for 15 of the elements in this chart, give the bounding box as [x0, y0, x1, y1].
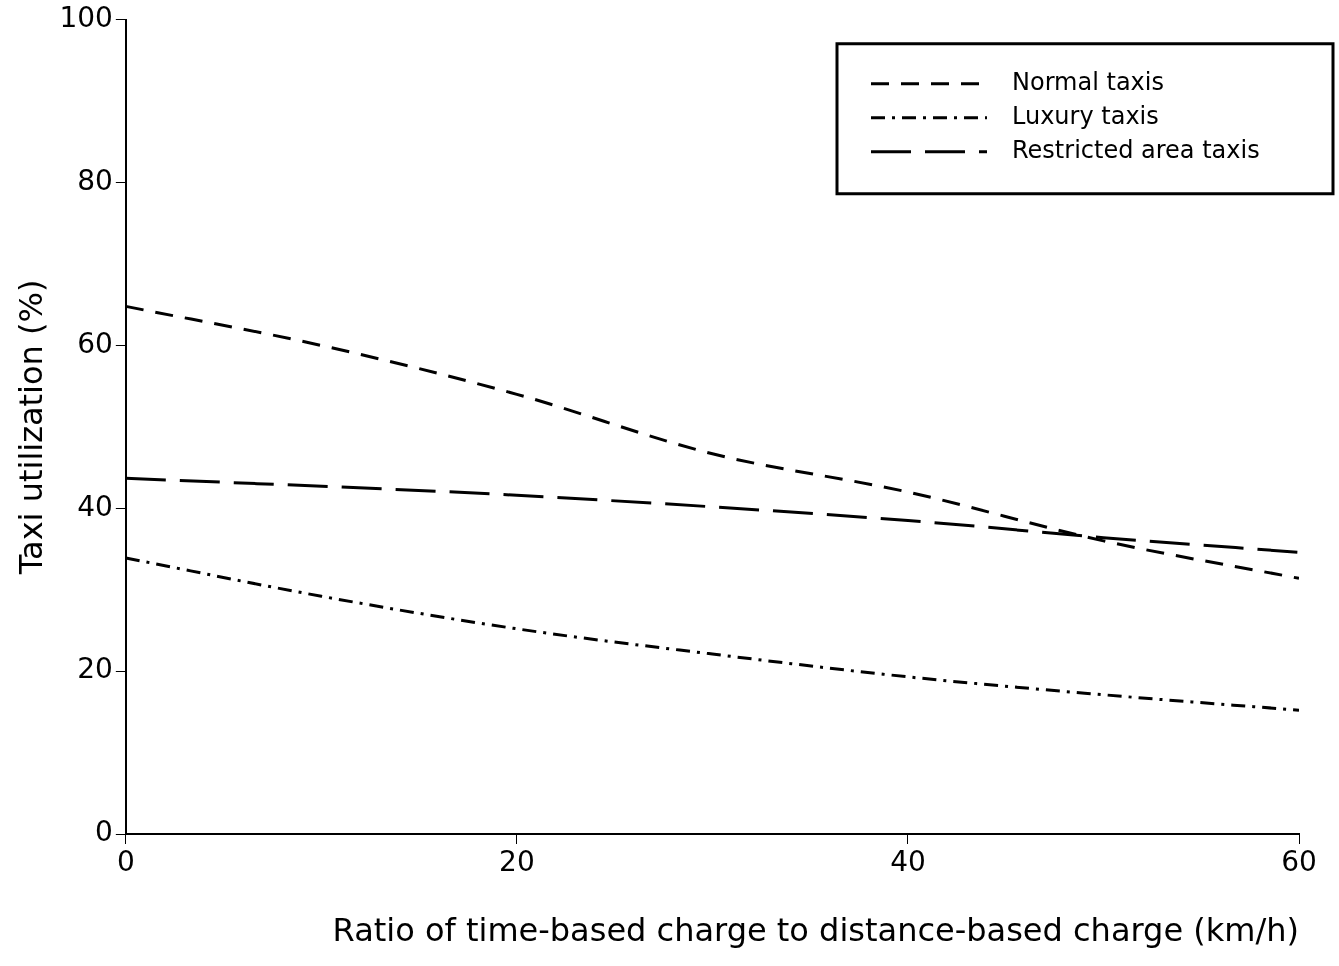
y-tick-label: 100	[59, 1, 113, 35]
y-tick-label: 40	[77, 489, 113, 523]
legend-label: Normal taxis	[1012, 68, 1164, 97]
legend-label: Luxury taxis	[1012, 102, 1159, 131]
y-axis-title: Taxi utilization (%)	[11, 279, 50, 576]
x-tick-label: 20	[499, 845, 535, 879]
y-tick-label: 80	[77, 163, 113, 197]
y-tick-label: 20	[77, 652, 113, 686]
x-tick-label: 60	[1281, 845, 1317, 879]
x-tick-label: 40	[890, 845, 926, 879]
x-axis-title: Ratio of time-based charge to distance-based charge (km/h)	[332, 911, 1299, 950]
x-tick-label: 0	[116, 845, 135, 879]
legend-label: Restricted area taxis	[1012, 136, 1260, 165]
y-tick-label: 60	[77, 326, 113, 360]
y-tick-label: 0	[95, 815, 113, 849]
